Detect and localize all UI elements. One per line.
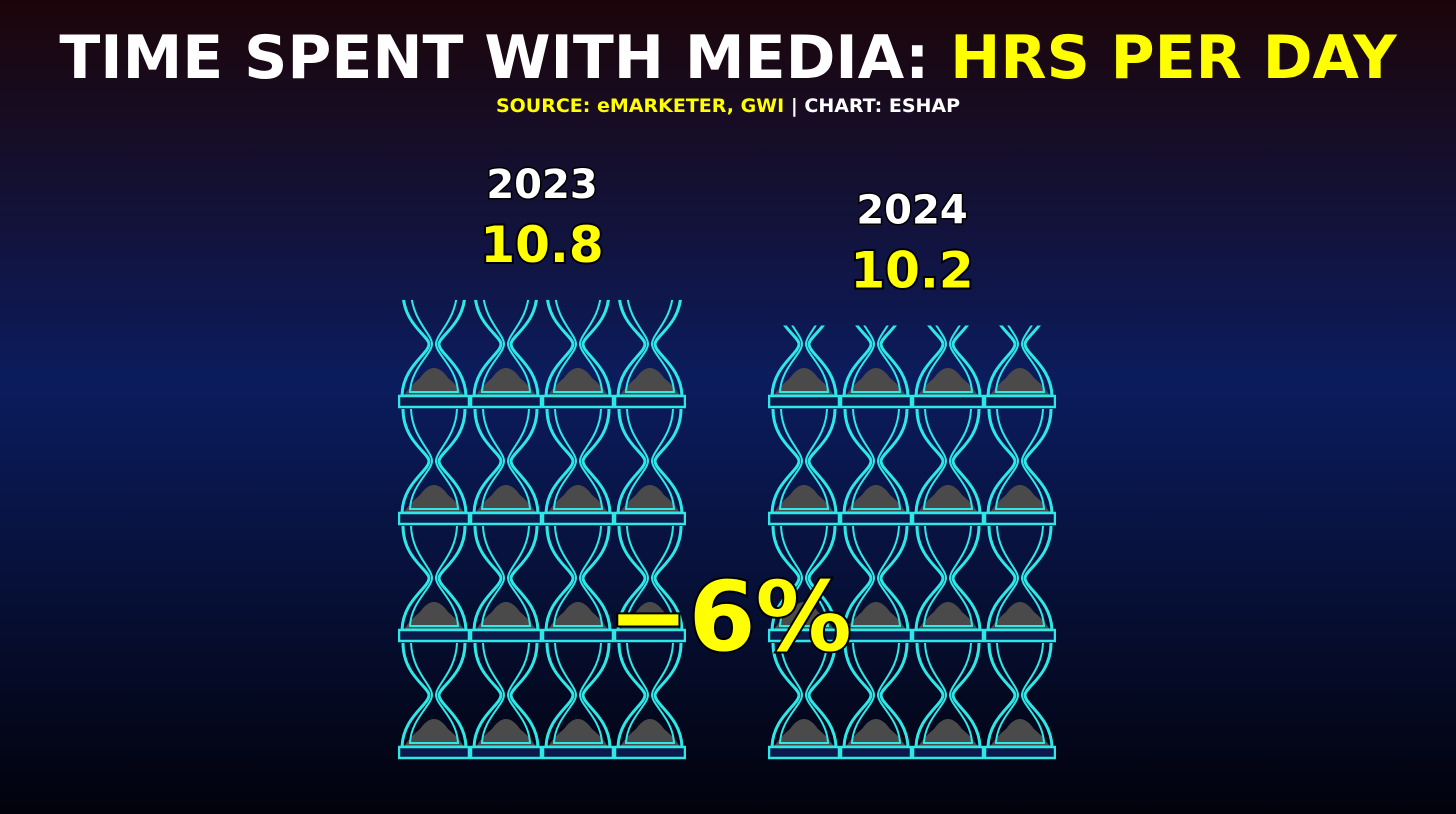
- pictogram-column: [768, 325, 1056, 760]
- title-main: TIME SPENT WITH MEDIA:: [59, 23, 929, 93]
- columns: 2023 10.8 2024 10.2: [398, 160, 1056, 760]
- value-label: 10.2: [850, 241, 973, 299]
- title-highlight: HRS PER DAY: [950, 23, 1398, 93]
- chart-title: TIME SPENT WITH MEDIA: HRS PER DAY: [59, 23, 1398, 93]
- category-label: 2023: [486, 162, 597, 208]
- hourglass-stack: [768, 325, 1056, 760]
- change-annotation: −6%: [608, 561, 851, 673]
- source: SOURCE: eMARKETER, GWI: [496, 95, 784, 117]
- value-label: 10.8: [480, 216, 603, 274]
- category-label: 2024: [856, 187, 967, 233]
- credit: | CHART: ESHAP: [791, 95, 960, 117]
- pictogram-column: [398, 299, 686, 760]
- hourglass-stack: [398, 299, 686, 760]
- source-line: SOURCE: eMARKETER, GWI | CHART: ESHAP: [496, 95, 960, 117]
